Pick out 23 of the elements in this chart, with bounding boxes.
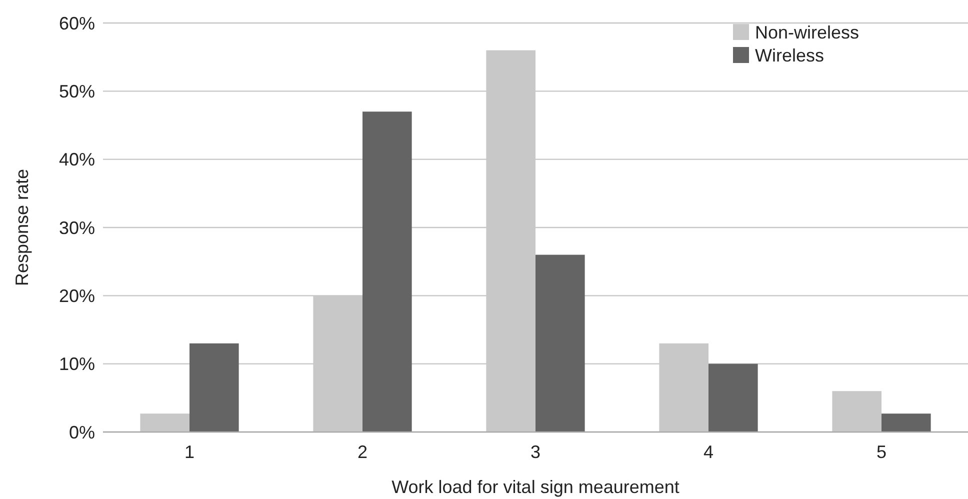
bar	[362, 112, 412, 432]
y-tick-label: 40%	[58, 150, 95, 170]
legend-label: Wireless	[755, 45, 824, 66]
y-tick-label: 20%	[58, 286, 95, 306]
x-axis-title: Work load for vital sign meaurement	[392, 477, 680, 497]
legend-label: Non-wireless	[755, 22, 860, 42]
bar	[708, 364, 758, 432]
bar	[536, 254, 585, 432]
y-tick-label: 10%	[58, 354, 95, 374]
bar	[190, 343, 239, 432]
bar	[882, 414, 931, 432]
y-axis-title: Response rate	[12, 168, 32, 286]
x-tick-label: 4	[703, 442, 714, 462]
x-tick-label: 1	[184, 442, 195, 462]
x-tick-label: 5	[876, 442, 887, 462]
y-tick-label: 50%	[58, 81, 95, 102]
y-tick-label: 60%	[58, 13, 95, 34]
x-tick-label: 3	[530, 442, 541, 462]
y-tick-label: 30%	[58, 218, 95, 238]
bar	[140, 414, 190, 432]
y-tick-label: 0%	[68, 422, 95, 442]
x-tick-label: 2	[357, 442, 368, 462]
bar	[832, 391, 882, 432]
